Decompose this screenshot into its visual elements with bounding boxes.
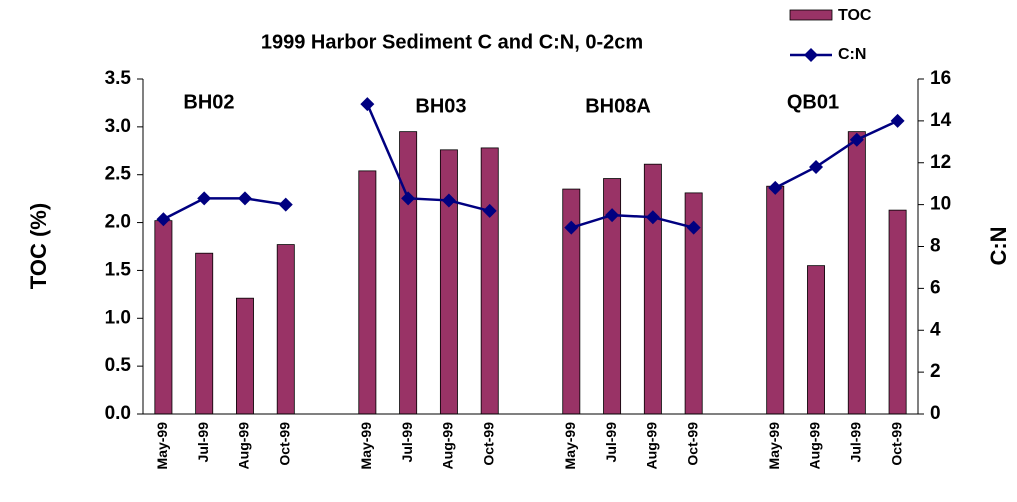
cn-marker: [156, 212, 171, 227]
cn-line: [774, 119, 899, 189]
y2-tick-label: 16: [930, 68, 951, 89]
cn-marker: [360, 97, 375, 112]
bar: [888, 209, 907, 415]
y-tick-label: 3.5: [105, 68, 132, 89]
bar: [480, 147, 499, 415]
cn-marker: [482, 203, 497, 218]
bar: [439, 149, 458, 415]
x-tick-label: Oct-99: [480, 422, 496, 466]
cn-marker: [401, 191, 416, 206]
cn-marker: [849, 132, 864, 147]
cn-marker: [809, 159, 824, 174]
x-tick-label: Aug-99: [644, 422, 660, 470]
group-label: BH02: [183, 91, 234, 113]
x-tick-label: Aug-99: [236, 422, 252, 470]
legend-marker: [804, 48, 818, 62]
bar: [766, 185, 785, 415]
y2-tick-label: 8: [930, 236, 941, 257]
bar: [399, 131, 418, 415]
y-tick-label: 0.5: [105, 355, 132, 376]
y-tick-label: 2.0: [105, 212, 131, 233]
x-tick-label: May-99: [766, 422, 782, 470]
bar: [807, 265, 825, 415]
x-tick-label: Aug-99: [807, 422, 823, 470]
cn-line: [366, 103, 491, 213]
y-axis-label: TOC (%): [26, 203, 51, 289]
cn-line: [570, 213, 694, 229]
y-tick-label: 3.0: [105, 116, 131, 137]
cn-marker: [645, 210, 660, 225]
cn-marker: [890, 113, 905, 128]
group-label: BH03: [415, 95, 466, 117]
cn-marker: [278, 197, 293, 212]
cn-marker: [686, 220, 701, 235]
y2-tick-label: 2: [930, 361, 941, 382]
y2-tick-label: 0: [930, 403, 941, 424]
bar: [276, 244, 295, 415]
bar: [154, 220, 173, 415]
x-tick-label: Oct-99: [684, 422, 700, 466]
y2-tick-label: 12: [930, 152, 951, 173]
y2-axis-label: C:N: [986, 226, 1011, 265]
group-label: QB01: [787, 91, 839, 113]
cn-marker: [768, 180, 783, 195]
x-tick-label: Jul-99: [848, 422, 864, 463]
y-tick-label: 0.0: [105, 403, 131, 424]
bar: [236, 297, 254, 415]
x-tick-label: Oct-99: [276, 422, 292, 466]
bar: [847, 131, 866, 415]
y2-tick-label: 10: [930, 194, 951, 215]
legend-label: C:N: [838, 46, 866, 63]
legend-swatch: [789, 9, 833, 21]
x-tick-label: Jul-99: [399, 422, 415, 463]
x-tick-label: Oct-99: [888, 422, 904, 466]
bar: [643, 163, 662, 415]
x-tick-label: Jul-99: [603, 422, 619, 463]
x-tick-label: May-99: [154, 422, 170, 470]
y2-tick-label: 14: [930, 110, 952, 131]
chart-title: 1999 Harbor Sediment C and C:N, 0-2cm: [261, 31, 643, 53]
x-tick-label: Aug-99: [440, 422, 456, 470]
cn-marker: [441, 193, 456, 208]
legend-label: TOC: [838, 7, 872, 24]
cn-marker: [605, 208, 620, 223]
group-label: BH08A: [585, 95, 651, 117]
x-tick-label: May-99: [562, 422, 578, 470]
y-tick-label: 1.0: [105, 307, 131, 328]
bar: [195, 252, 214, 415]
y-tick-label: 1.5: [105, 259, 132, 280]
y2-tick-label: 6: [930, 277, 941, 298]
bar: [358, 170, 377, 415]
x-tick-label: Jul-99: [195, 422, 211, 463]
cn-marker: [564, 220, 579, 235]
y2-tick-label: 4: [930, 319, 941, 340]
cn-line: [162, 197, 286, 221]
x-tick-label: May-99: [358, 422, 374, 470]
y-tick-label: 2.5: [105, 164, 132, 185]
cn-marker: [197, 191, 212, 206]
cn-marker: [237, 191, 252, 206]
